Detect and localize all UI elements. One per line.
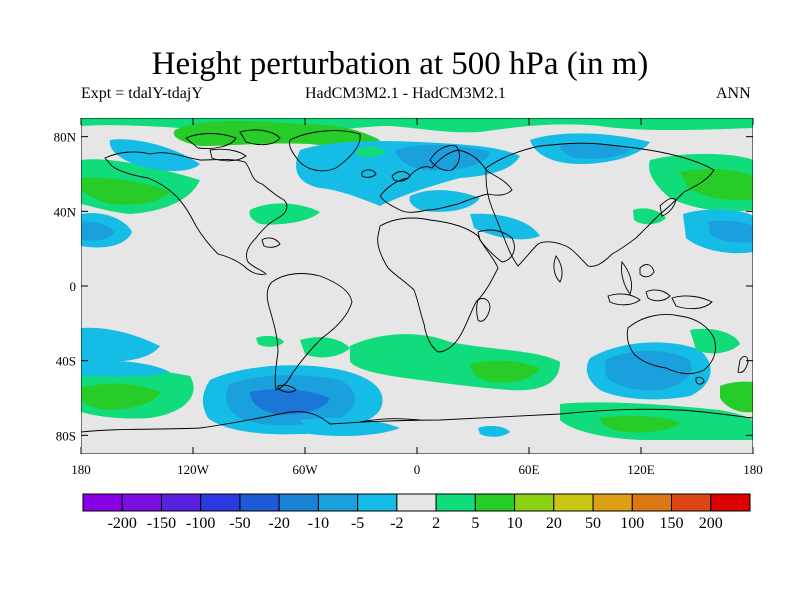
colorbar: -200 -150 -100 -50 -20 -10 -5 -2 2 5 10 20 50 100 150 2… [82, 493, 751, 532]
colorbar-swatch [317, 493, 359, 512]
colorbar-swatch [82, 493, 123, 512]
colorbar-label: -50 [229, 515, 250, 532]
lon-tick-label: 60E [519, 462, 540, 477]
colorbar-label: 200 [699, 515, 723, 532]
lon-tick-label: 120E [627, 462, 655, 477]
colorbar-label: -2 [390, 515, 403, 532]
colorbar-label: 10 [507, 515, 523, 532]
colorbar-label: 20 [546, 515, 562, 532]
lat-tick-label: 80N [54, 130, 77, 145]
lat-tick-label: 0 [70, 279, 77, 294]
colorbar-label: -10 [308, 515, 329, 532]
perturbation-contours [81, 118, 753, 440]
colorbar-swatch [631, 493, 673, 512]
colorbar-swatch [160, 493, 202, 512]
colorbar-label: 100 [620, 515, 644, 532]
map-axes: 80N 40N 0 40S 80S 180 120W 60W 0 60E 120E 180 [54, 118, 763, 477]
plot-title: Height perturbation at 500 hPa (in m) [151, 46, 649, 82]
lon-tick-label: 120W [177, 462, 210, 477]
colorbar-label: 150 [660, 515, 684, 532]
colorbar-label: -20 [269, 515, 290, 532]
season-label: ANN [716, 85, 751, 102]
lon-tick-label: 60W [292, 462, 318, 477]
lon-tick-label: 180 [743, 462, 763, 477]
lat-tick-label: 80S [56, 428, 76, 443]
lat-tick-label: 40S [56, 354, 76, 369]
colorbar-label: -150 [147, 515, 176, 532]
lon-tick-label: 0 [414, 462, 421, 477]
colorbar-label: -100 [186, 515, 215, 532]
experiment-label: Expt = tdalY-tdajY [81, 85, 203, 102]
colorbar-swatch [200, 493, 241, 512]
colorbar-swatch [435, 493, 476, 512]
colorbar-swatch [357, 493, 398, 512]
colorbar-swatch [121, 493, 162, 512]
model-label: HadCM3M2.1 - HadCM3M2.1 [305, 85, 506, 102]
colorbar-swatch [278, 493, 319, 512]
colorbar-swatch [710, 493, 751, 512]
colorbar-label: -200 [108, 515, 137, 532]
colorbar-label: 50 [585, 515, 601, 532]
lat-tick-label: 40N [54, 204, 77, 219]
colorbar-swatch [474, 493, 516, 512]
colorbar-swatch [514, 493, 555, 512]
lon-tick-label: 180 [71, 462, 91, 477]
colorbar-swatch [592, 493, 633, 512]
coastlines [81, 129, 753, 433]
colorbar-swatch [396, 493, 437, 512]
colorbar-label: -5 [351, 515, 364, 532]
map-panel [81, 118, 753, 454]
colorbar-label: 5 [471, 515, 479, 532]
colorbar-swatch [239, 493, 280, 512]
colorbar-label: 2 [432, 515, 440, 532]
colorbar-swatch [671, 493, 712, 512]
colorbar-swatch [553, 493, 594, 512]
